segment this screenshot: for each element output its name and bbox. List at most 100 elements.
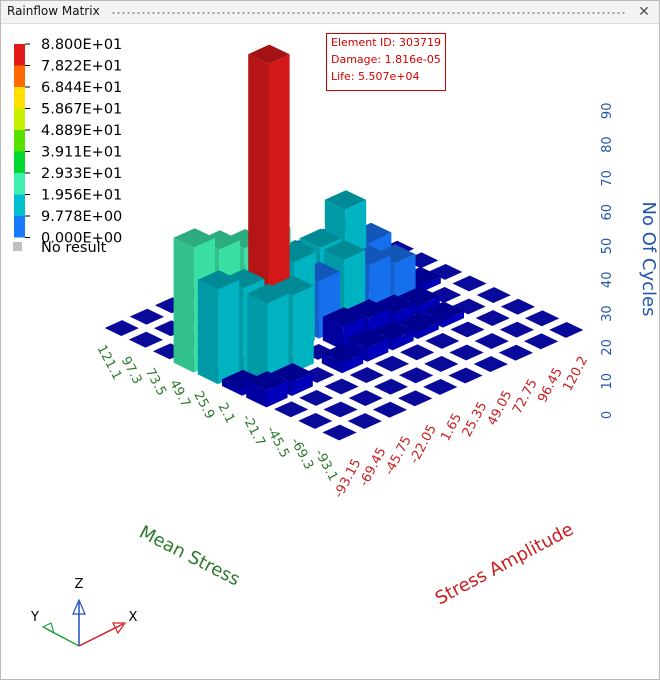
mean-stress-tick: 2.1 — [215, 401, 238, 426]
matrix-tile[interactable] — [347, 366, 387, 385]
no-of-cycles-tick: 40 — [600, 272, 615, 289]
legend-swatch — [14, 173, 25, 195]
matrix-tile[interactable] — [447, 343, 486, 362]
triad-z-label: Z — [75, 577, 84, 592]
no-of-cycles-tick: 20 — [600, 339, 615, 356]
legend-value: 5.867E+01 — [41, 102, 122, 118]
triad-y-label: Y — [30, 610, 39, 625]
matrix-tile[interactable] — [473, 309, 513, 328]
legend-swatch — [14, 194, 25, 216]
matrix-tile[interactable] — [521, 332, 561, 351]
damage-text: Damage: 1.816e-05 — [331, 53, 441, 66]
matrix-tile[interactable] — [522, 309, 562, 328]
color-legend: 8.800E+01 7.822E+01 6.844E+01 5.867E+01 4.88… — [13, 37, 122, 256]
mean-stress-tick: 25.9 — [190, 389, 217, 422]
legend-value: 0.000E+00 — [41, 231, 122, 247]
matrix-tile[interactable] — [446, 366, 485, 385]
mean-stress-tick: 73.5 — [142, 366, 169, 399]
legend-swatch — [14, 216, 25, 238]
matrix-tile[interactable] — [102, 319, 142, 338]
axis-triad: Z Y X — [30, 577, 138, 647]
matrix-tile[interactable] — [321, 400, 360, 419]
element-id-text: Element ID: 303719 — [331, 36, 441, 49]
cycle-bar[interactable] — [246, 371, 288, 408]
life-text: Life: 5.507e+04 — [331, 70, 420, 83]
cycle-bar[interactable] — [197, 270, 240, 385]
matrix-tile[interactable] — [421, 354, 461, 373]
y-arrow-icon — [41, 622, 55, 635]
no-of-cycles-ticks: 0 10 20 30 40 50 60 70 80 90 — [600, 103, 615, 420]
matrix-tile[interactable] — [370, 400, 410, 419]
no-of-cycles-tick: 10 — [600, 373, 615, 390]
x-arrow-icon — [112, 622, 127, 635]
matrix-tile[interactable] — [396, 366, 436, 385]
matrix-tile[interactable] — [498, 297, 538, 316]
legend-value: 8.800E+01 — [41, 37, 122, 53]
cycle-bar[interactable] — [247, 283, 289, 385]
legend-value: 9.778E+00 — [41, 209, 122, 225]
z-arrow-icon — [72, 598, 86, 615]
matrix-tile[interactable] — [497, 320, 537, 339]
matrix-tile[interactable] — [472, 332, 512, 351]
element-info-box: Element ID: 303719 Damage: 1.816e-05 Lif… — [326, 33, 446, 91]
mean-stress-tick: 49.7 — [166, 377, 193, 410]
mean-stress-title: Mean Stress — [136, 522, 244, 591]
matrix-tile[interactable] — [372, 354, 412, 373]
no-of-cycles-tick: 50 — [600, 238, 615, 255]
matrix-tile[interactable] — [296, 388, 336, 407]
matrix-tile[interactable] — [420, 377, 460, 396]
matrix-tile[interactable] — [322, 377, 361, 396]
matrix-tile[interactable] — [371, 377, 411, 396]
matrix-tile[interactable] — [448, 320, 487, 339]
matrix-tile[interactable] — [395, 389, 435, 408]
no-of-cycles-tick: 0 — [600, 411, 615, 419]
legend-swatch — [14, 130, 25, 152]
legend-swatch — [14, 108, 25, 130]
no-of-cycles-tick: 90 — [600, 103, 615, 120]
matrix-tile[interactable] — [320, 423, 359, 442]
no-of-cycles-tick: 30 — [600, 305, 615, 322]
legend-swatch — [14, 44, 25, 66]
legend-value: 6.844E+01 — [41, 80, 122, 96]
stress-amplitude-tick: 1.65 — [438, 411, 465, 444]
legend-value: 3.911E+01 — [41, 145, 122, 161]
legend-swatch — [14, 151, 25, 173]
no-of-cycles-tick: 60 — [600, 204, 615, 221]
matrix-tile[interactable] — [295, 411, 335, 430]
legend-value: 7.822E+01 — [41, 59, 122, 75]
cycle-bar[interactable] — [321, 343, 364, 374]
x-axis-line — [78, 623, 124, 647]
no-of-cycles-tick: 70 — [600, 170, 615, 187]
drag-grip[interactable] — [111, 11, 626, 15]
matrix-tile[interactable] — [450, 274, 489, 293]
legend-swatch — [14, 87, 25, 109]
matrix-tile[interactable] — [271, 400, 311, 419]
no-of-cycles-tick: 80 — [600, 136, 615, 153]
legend-value: 2.933E+01 — [41, 166, 122, 182]
no-result-label: No result — [41, 240, 107, 256]
plot-area[interactable]: 8.800E+01 7.822E+01 6.844E+01 5.867E+01 4.88… — [1, 24, 659, 679]
matrix-tile[interactable] — [127, 307, 167, 326]
close-icon[interactable]: ✕ — [638, 4, 650, 20]
matrix-tile[interactable] — [397, 343, 437, 362]
legend-value: 1.956E+01 — [41, 188, 122, 204]
window-titlebar[interactable]: Rainflow Matrix ✕ — [1, 1, 659, 24]
legend-swatch — [14, 65, 25, 87]
no-result-swatch — [13, 242, 22, 251]
matrix-tile[interactable] — [346, 389, 386, 408]
matrix-tile[interactable] — [126, 330, 166, 349]
bar-group — [173, 44, 464, 408]
matrix-tile[interactable] — [345, 412, 385, 431]
matrix-tile[interactable] — [474, 286, 514, 305]
matrix-tile[interactable] — [471, 355, 511, 374]
matrix-tile[interactable] — [546, 320, 586, 339]
window-title: Rainflow Matrix — [7, 4, 100, 18]
legend-value: 4.889E+01 — [41, 123, 122, 139]
matrix-tile[interactable] — [422, 331, 462, 350]
mean-stress-tick: -93.1 — [311, 447, 340, 484]
triad-x-label: X — [129, 610, 138, 625]
stress-amplitude-title: Stress Amplitude — [432, 519, 577, 610]
no-of-cycles-title: No Of Cycles — [638, 202, 659, 317]
matrix-tile[interactable] — [496, 343, 536, 362]
